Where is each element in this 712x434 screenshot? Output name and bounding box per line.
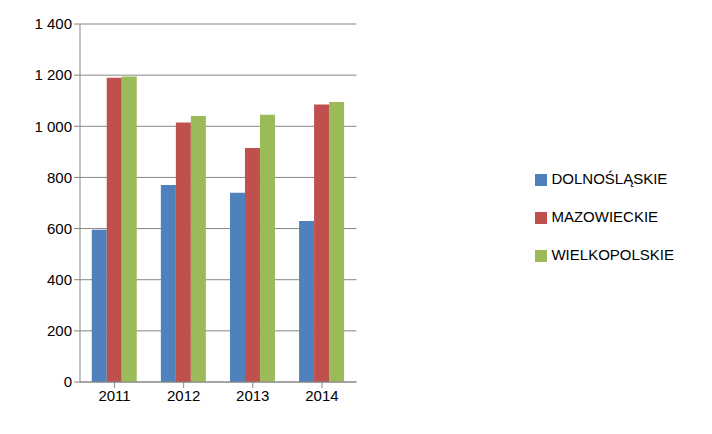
svg-text:2012: 2012 — [167, 387, 200, 404]
svg-text:1 400: 1 400 — [34, 15, 72, 32]
svg-text:400: 400 — [47, 271, 72, 288]
svg-text:200: 200 — [47, 322, 72, 339]
html-text:WIELKOPOLSKIE: WIELKOPOLSKIE — [551, 246, 674, 263]
html-text:MAZOWIECKIE: MAZOWIECKIE — [551, 208, 659, 225]
html-text:DOLNOŚLĄSKIE: DOLNOŚLĄSKIE — [551, 170, 668, 187]
svg-text:2014: 2014 — [305, 387, 338, 404]
svg-text:800: 800 — [47, 169, 72, 186]
svg-text:2013: 2013 — [236, 387, 269, 404]
svg-text:1 200: 1 200 — [34, 66, 72, 83]
svg-text:2011: 2011 — [98, 387, 130, 404]
svg-text:600: 600 — [47, 220, 72, 237]
svg-text:1 000: 1 000 — [34, 118, 72, 135]
svg-text:0: 0 — [64, 373, 72, 390]
